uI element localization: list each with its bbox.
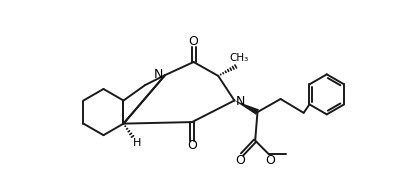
Text: N: N: [154, 68, 164, 81]
Text: CH₃: CH₃: [229, 53, 249, 63]
Text: N: N: [236, 95, 245, 108]
Polygon shape: [235, 101, 259, 115]
Text: H: H: [132, 138, 141, 148]
Text: O: O: [265, 154, 275, 167]
Text: O: O: [187, 139, 197, 152]
Text: O: O: [188, 35, 198, 48]
Text: O: O: [236, 154, 245, 167]
